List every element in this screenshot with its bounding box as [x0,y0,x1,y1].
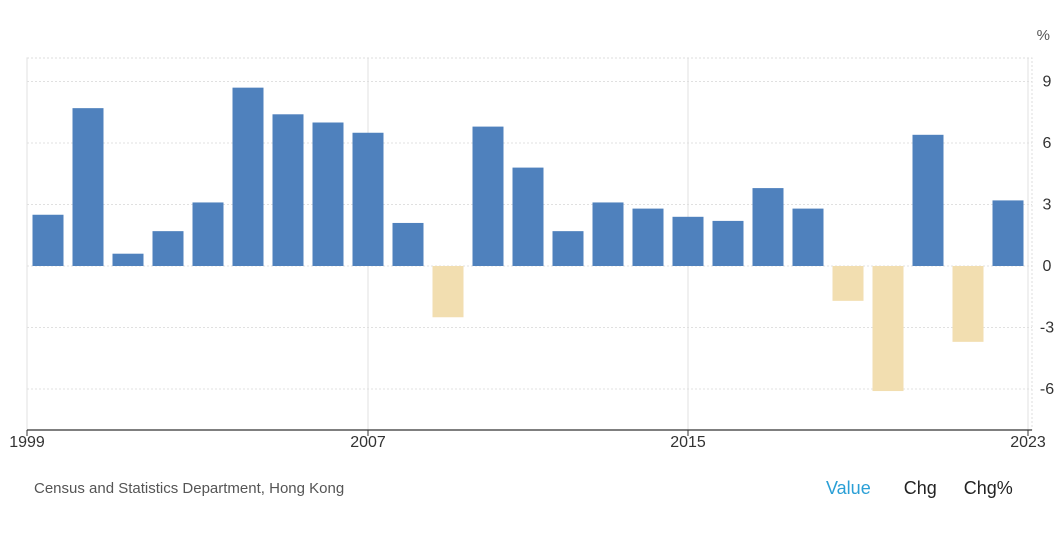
bar-2017 [752,188,784,266]
x-tick-label: 2007 [350,434,386,451]
y-tick-label: 0 [1043,258,1052,275]
bar-2002 [152,231,184,266]
y-tick-label: 3 [1043,197,1052,214]
bar-2004 [232,87,264,267]
display-mode-toggles: Value Chg Chg% [826,478,1013,499]
bar-2014 [632,208,664,266]
toggle-value[interactable]: Value [826,478,871,498]
bar-2022 [952,266,984,342]
bars [32,87,1024,392]
x-tick-label: 2023 [1010,434,1046,451]
bar-2010 [472,126,504,266]
bar-2005 [272,114,304,266]
toggle-chg[interactable]: Chg [903,478,937,498]
y-tick-label: 9 [1043,74,1052,91]
x-tick-label: 1999 [9,434,45,451]
y-tick-label: 6 [1043,135,1052,152]
bar-2023 [992,200,1024,266]
bar-2012 [552,231,584,266]
bar-2019 [832,266,864,301]
bar-2021 [912,134,944,266]
y-unit-label: % [1037,27,1050,44]
bar-2016 [712,220,744,266]
bar-2003 [192,202,224,266]
axes: 9 6 3 0 -3 -6 1999 2007 2015 2023 [9,74,1054,452]
bar-2011 [512,167,544,266]
y-tick-label: -6 [1040,381,1054,398]
x-tick-label: 2015 [670,434,706,451]
bar-2006 [312,122,344,266]
bar-2007 [352,132,384,266]
bar-2000 [72,108,104,267]
y-tick-label: -3 [1040,320,1054,337]
bar-2009 [432,266,464,318]
bar-2008 [392,222,424,266]
bar-2001 [112,253,144,266]
bar-2018 [792,208,824,266]
bar-2013 [592,202,624,266]
grid-lines [26,57,1033,431]
data-source: Census and Statistics Department, Hong K… [34,480,345,497]
bar-2015 [672,216,704,266]
bar-2020 [872,266,904,392]
bar-1999 [32,214,64,266]
gdp-growth-chart: 9 6 3 0 -3 -6 1999 2007 2015 2023 % [9,27,1054,452]
toggle-chg-pct[interactable]: Chg% [963,478,1013,498]
